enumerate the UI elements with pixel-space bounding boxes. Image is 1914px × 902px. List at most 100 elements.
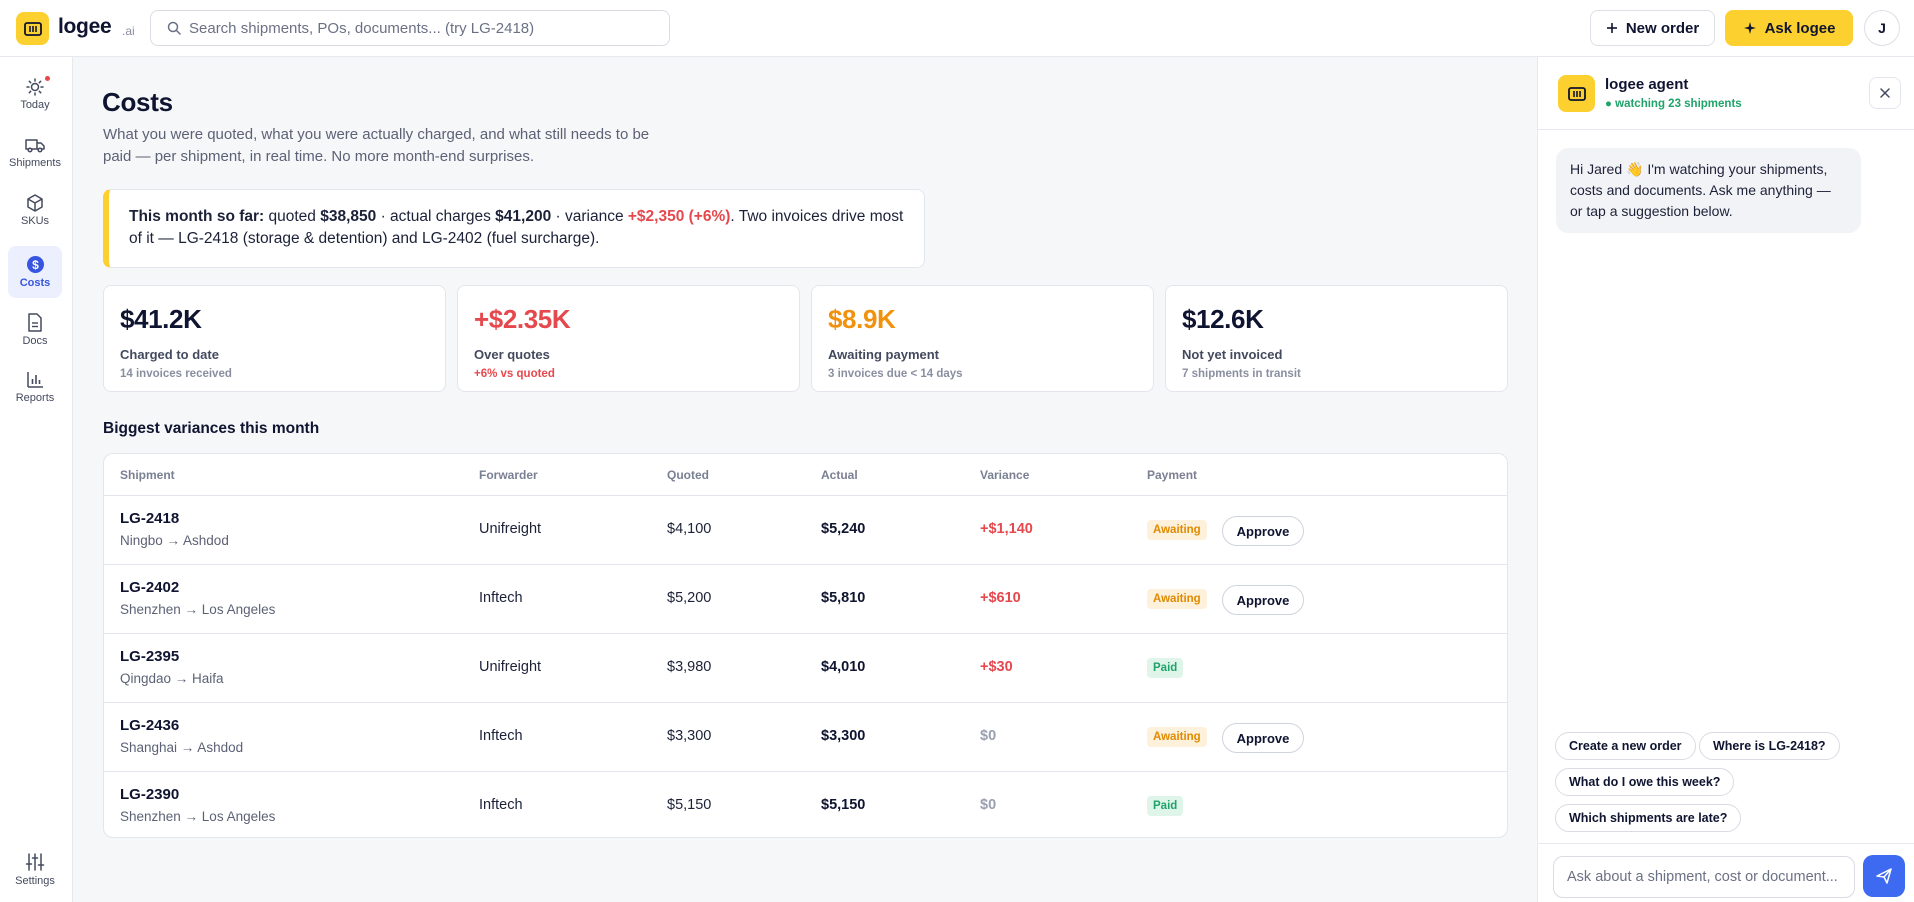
- column-header-quoted[interactable]: Quoted: [667, 468, 709, 482]
- table-row[interactable]: LG-2436 Shanghai → Ashdod Inftech $3,300 $3,…: [104, 703, 1507, 772]
- payment-status-badge: Awaiting: [1147, 520, 1207, 540]
- kpi-value: +$2.35K: [474, 304, 571, 334]
- variance-amount: $0: [980, 797, 997, 813]
- shipment-route: Shenzhen → Los Angeles: [120, 809, 276, 824]
- table-row[interactable]: LG-2390 Shenzhen → Los Angeles Inftech $5,1…: [104, 772, 1507, 837]
- ask-logee-button[interactable]: Ask logee: [1725, 10, 1853, 46]
- agent-logo-icon: [1558, 75, 1595, 112]
- shipment-route: Ningbo → Ashdod: [120, 533, 229, 548]
- quoted-amount: $5,200: [667, 590, 712, 606]
- variance-amount: $0: [980, 728, 997, 744]
- kpi-card-over-quotes[interactable]: +$2.35K Over quotes +6% vs quoted: [457, 285, 800, 392]
- suggestion-chip[interactable]: What do I owe this week?: [1555, 768, 1735, 796]
- kpi-label: Over quotes: [474, 347, 550, 362]
- search-box[interactable]: [150, 10, 670, 46]
- callout-text: · actual charges: [376, 208, 496, 225]
- user-avatar[interactable]: J: [1864, 10, 1900, 46]
- shipment-id[interactable]: LG-2395: [120, 648, 180, 665]
- approve-button[interactable]: Approve: [1222, 723, 1304, 753]
- shipment-id[interactable]: LG-2418: [120, 510, 180, 527]
- sidebar-item-label: Docs: [22, 335, 48, 347]
- dollar-icon: $: [26, 256, 44, 273]
- kpi-label: Charged to date: [120, 347, 219, 362]
- plus-icon: [1606, 23, 1617, 33]
- sidebar-item-docs[interactable]: Docs: [8, 304, 62, 356]
- suggestion-chip[interactable]: Create a new order: [1555, 732, 1696, 760]
- sidebar-item-label: Reports: [15, 392, 55, 404]
- month-summary-callout: This month so far: quoted $38,850 · actu…: [103, 189, 925, 268]
- sparkle-icon: [1743, 22, 1756, 34]
- search-input[interactable]: [189, 11, 659, 45]
- agent-header: logee agent ● watching 23 shipments: [1538, 57, 1914, 130]
- new-order-button[interactable]: New order: [1590, 10, 1715, 46]
- agent-input-bar: [1538, 843, 1914, 902]
- sidebar: Today Shipments SKUs $ Costs Docs Report…: [0, 57, 73, 902]
- sidebar-item-shipments[interactable]: Shipments: [8, 127, 62, 179]
- column-header-payment[interactable]: Payment: [1147, 468, 1198, 482]
- sidebar-item-label: Costs: [19, 277, 51, 289]
- kpi-value: $8.9K: [828, 304, 896, 334]
- kpi-card-charged[interactable]: $41.2K Charged to date 14 invoices recei…: [103, 285, 446, 392]
- agent-chat-input[interactable]: [1553, 856, 1855, 898]
- sidebar-item-today[interactable]: Today: [8, 69, 62, 121]
- kpi-value: $12.6K: [1182, 304, 1264, 334]
- column-header-actual[interactable]: Actual: [821, 468, 858, 482]
- sidebar-item-costs[interactable]: $ Costs: [8, 246, 62, 298]
- top-bar: logee .ai New order Ask logee J: [0, 0, 1914, 57]
- logo-icon[interactable]: [16, 12, 49, 45]
- sidebar-item-settings[interactable]: Settings: [8, 847, 62, 899]
- payment-status-badge: Paid: [1147, 796, 1184, 816]
- brand-suffix: .ai: [122, 24, 135, 38]
- table-row[interactable]: LG-2395 Qingdao → Haifa Unifreight $3,980 $4…: [104, 634, 1507, 703]
- suggestion-chip[interactable]: Where is LG-2418?: [1699, 732, 1840, 760]
- shipment-id[interactable]: LG-2402: [120, 579, 180, 596]
- kpi-sub: +6% vs quoted: [474, 368, 555, 380]
- sidebar-item-skus[interactable]: SKUs: [8, 185, 62, 237]
- shipment-id[interactable]: LG-2390: [120, 786, 180, 803]
- variance-amount: +$1,140: [980, 521, 1033, 537]
- table-row[interactable]: LG-2418 Ningbo → Ashdod Unifreight $4,100 $5…: [104, 496, 1507, 565]
- actual-amount: $3,300: [821, 728, 866, 744]
- quoted-amount: $4,100: [667, 521, 712, 537]
- sidebar-item-label: Shipments: [9, 157, 61, 169]
- actual-amount: $5,240: [821, 521, 866, 537]
- brand-name: logee: [58, 15, 112, 38]
- sidebar-item-label: Settings: [15, 875, 55, 887]
- actual-amount: $5,150: [821, 797, 866, 813]
- forwarder-name: Unifreight: [479, 659, 542, 675]
- main-content: Costs What you were quoted, what you wer…: [74, 57, 1537, 902]
- sliders-icon: [25, 853, 45, 871]
- column-header-variance[interactable]: Variance: [980, 468, 1030, 482]
- shipment-route: Shenzhen → Los Angeles: [120, 602, 276, 617]
- shipment-id[interactable]: LG-2436: [120, 717, 180, 734]
- send-button[interactable]: [1863, 855, 1905, 897]
- sidebar-item-reports[interactable]: Reports: [8, 362, 62, 414]
- payment-status-badge: Awaiting: [1147, 589, 1207, 609]
- kpi-card-not-invoiced[interactable]: $12.6K Not yet invoiced 7 shipments in t…: [1165, 285, 1508, 392]
- sun-icon: [26, 78, 44, 96]
- shipment-route: Shanghai → Ashdod: [120, 740, 244, 755]
- kpi-card-awaiting-payment[interactable]: $8.9K Awaiting payment 3 invoices due < …: [811, 285, 1154, 392]
- approve-button[interactable]: Approve: [1222, 585, 1304, 615]
- approve-button[interactable]: Approve: [1222, 516, 1304, 546]
- callout-actual: $41,200: [495, 208, 552, 225]
- column-header-shipment[interactable]: Shipment: [120, 468, 175, 482]
- search-icon: [167, 21, 181, 40]
- close-panel-button[interactable]: [1869, 77, 1901, 109]
- kpi-label: Not yet invoiced: [1182, 347, 1283, 362]
- document-icon: [28, 313, 42, 332]
- table-row[interactable]: LG-2402 Shenzhen → Los Angeles Inftech $5,2…: [104, 565, 1507, 634]
- actual-amount: $5,810: [821, 590, 866, 606]
- variances-table: Shipment Forwarder Quoted Actual Varianc…: [103, 453, 1508, 838]
- column-header-forwarder[interactable]: Forwarder: [479, 468, 538, 482]
- bar-chart-icon: [27, 372, 43, 388]
- suggestion-chip[interactable]: Which shipments are late?: [1555, 804, 1742, 832]
- notification-dot: [45, 76, 50, 81]
- variance-amount: +$610: [980, 590, 1021, 606]
- callout-text: . Two invoices drive most of it — LG-241…: [129, 208, 904, 247]
- forwarder-name: Inftech: [479, 728, 523, 744]
- kpi-value: $41.2K: [120, 304, 202, 334]
- callout-variance: +$2,350 (+6%): [627, 208, 731, 225]
- actual-amount: $4,010: [821, 659, 866, 675]
- agent-message: Hi Jared 👋 I'm watching your shipments, …: [1556, 148, 1861, 233]
